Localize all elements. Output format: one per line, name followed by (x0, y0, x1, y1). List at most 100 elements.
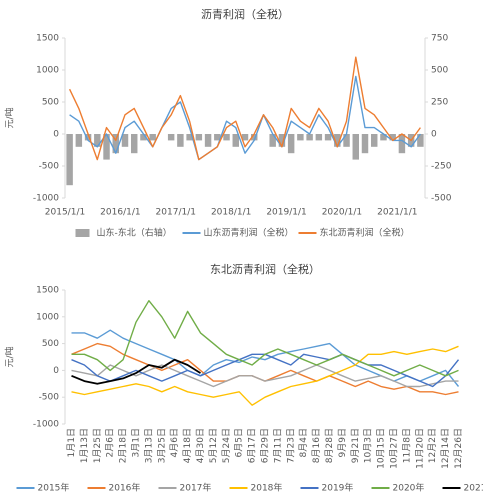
y2-tick-label: -500 (431, 194, 452, 204)
bar (94, 134, 101, 147)
line (71, 329, 460, 387)
x-tick-label: 12月14日 (440, 428, 451, 469)
y-tick-label: 0 (53, 130, 59, 140)
bar (380, 134, 387, 141)
bar (398, 134, 406, 154)
x-tick-label: 9月21日 (350, 428, 361, 463)
bar (195, 134, 203, 141)
y-tick-label: -1000 (33, 420, 59, 430)
bar (167, 134, 175, 141)
legend-label: 2020年 (393, 482, 425, 494)
x-tick-label: 1月1日 (66, 428, 77, 457)
bar (140, 134, 147, 141)
bar (149, 134, 156, 141)
bar (352, 134, 359, 160)
bar (297, 134, 304, 141)
y-tick-label: 500 (42, 98, 59, 108)
y-tick-label: 1000 (36, 312, 59, 322)
line (71, 345, 459, 406)
bar (232, 134, 239, 147)
legend-swatch (75, 229, 90, 237)
bar (306, 134, 313, 141)
x-tick-label: 6月5日 (234, 428, 245, 457)
x-tick-label: 6月29日 (260, 428, 271, 463)
bar (241, 134, 249, 141)
x-tick-label: 9月9日 (337, 428, 348, 457)
bar (315, 134, 323, 141)
legend-label: 山东沥青利润（全税） (204, 227, 294, 239)
y-axis-label: 元/吨 (4, 346, 16, 367)
chart-title: 沥青利润（全税） (201, 7, 289, 21)
x-tick-label: 11月8日 (401, 428, 412, 463)
y-tick-label: -1000 (33, 194, 59, 204)
y-tick-label: 1500 (36, 286, 59, 296)
x-tick-label: 1月13日 (79, 428, 90, 463)
bar (84, 134, 92, 141)
line (71, 300, 459, 377)
chart-title: 东北沥青利润（全税） (210, 262, 320, 276)
y2-tick-label: 750 (431, 34, 448, 44)
x-tick-label: 8月28日 (324, 428, 335, 463)
y-axis-label: 元/吨 (4, 107, 16, 128)
x-tick-label: 8月16日 (311, 428, 322, 463)
x-tick-label: 10月15日 (376, 428, 387, 469)
y-tick-label: -500 (39, 162, 60, 172)
legend-label: 2018年 (251, 482, 283, 494)
x-tick-label: 12月26日 (453, 428, 464, 469)
bar (324, 134, 332, 141)
bar (389, 134, 396, 141)
y2-tick-label: -250 (431, 162, 452, 172)
bar (334, 134, 341, 147)
bar (269, 134, 276, 147)
x-tick-label: 2020/1/1 (322, 208, 362, 218)
x-tick-label: 2017/1/1 (156, 208, 196, 218)
legend-label: 2016年 (109, 482, 141, 494)
bar (103, 134, 110, 160)
x-tick-label: 2018/1/1 (211, 208, 251, 218)
bar (186, 134, 193, 141)
x-tick-label: 3月1日 (130, 428, 141, 457)
y-tick-label: -500 (39, 393, 60, 403)
x-tick-label: 4月30日 (195, 428, 206, 463)
bar (361, 134, 369, 154)
x-tick-label: 10月3日 (363, 428, 374, 463)
x-tick-label: 7月11日 (272, 428, 283, 463)
legend-label: 2015年 (38, 482, 70, 494)
bar (177, 134, 184, 147)
x-tick-label: 1月25日 (92, 428, 103, 463)
x-tick-label: 5月12日 (208, 428, 219, 463)
y2-tick-label: 500 (431, 66, 448, 76)
x-tick-label: 3月13日 (143, 428, 154, 463)
x-tick-label: 8月4日 (298, 428, 309, 457)
legend-label: 2021年 (464, 482, 483, 494)
bar (121, 134, 129, 147)
x-tick-label: 4月18日 (182, 428, 193, 463)
legend-label: 2017年 (180, 482, 212, 494)
bar (287, 134, 295, 154)
legend-label: 2019年 (322, 482, 354, 494)
x-tick-label: 2019/1/1 (266, 208, 306, 218)
y-tick-label: 1500 (36, 34, 59, 44)
bar (131, 134, 138, 154)
line (69, 75, 421, 161)
x-tick-label: 4月6日 (169, 428, 180, 457)
bar (278, 134, 286, 147)
bar (343, 134, 350, 147)
x-tick-label: 3月25日 (156, 428, 167, 463)
bar (214, 134, 221, 141)
x-tick-label: 11月20日 (414, 428, 425, 469)
x-tick-label: 6月17日 (247, 428, 258, 463)
y-tick-label: 1000 (36, 66, 59, 76)
x-tick-label: 2016/1/1 (100, 208, 140, 218)
x-tick-label: 12月2日 (427, 428, 438, 463)
y-tick-label: 500 (42, 339, 59, 349)
y-tick-label: 0 (53, 366, 59, 376)
x-tick-label: 2月18日 (118, 428, 129, 463)
legend-label: 山东-东北（右轴） (97, 227, 172, 239)
bar (66, 134, 73, 186)
line (71, 364, 459, 388)
bar (251, 134, 258, 141)
bar (223, 134, 230, 141)
line (68, 56, 421, 161)
